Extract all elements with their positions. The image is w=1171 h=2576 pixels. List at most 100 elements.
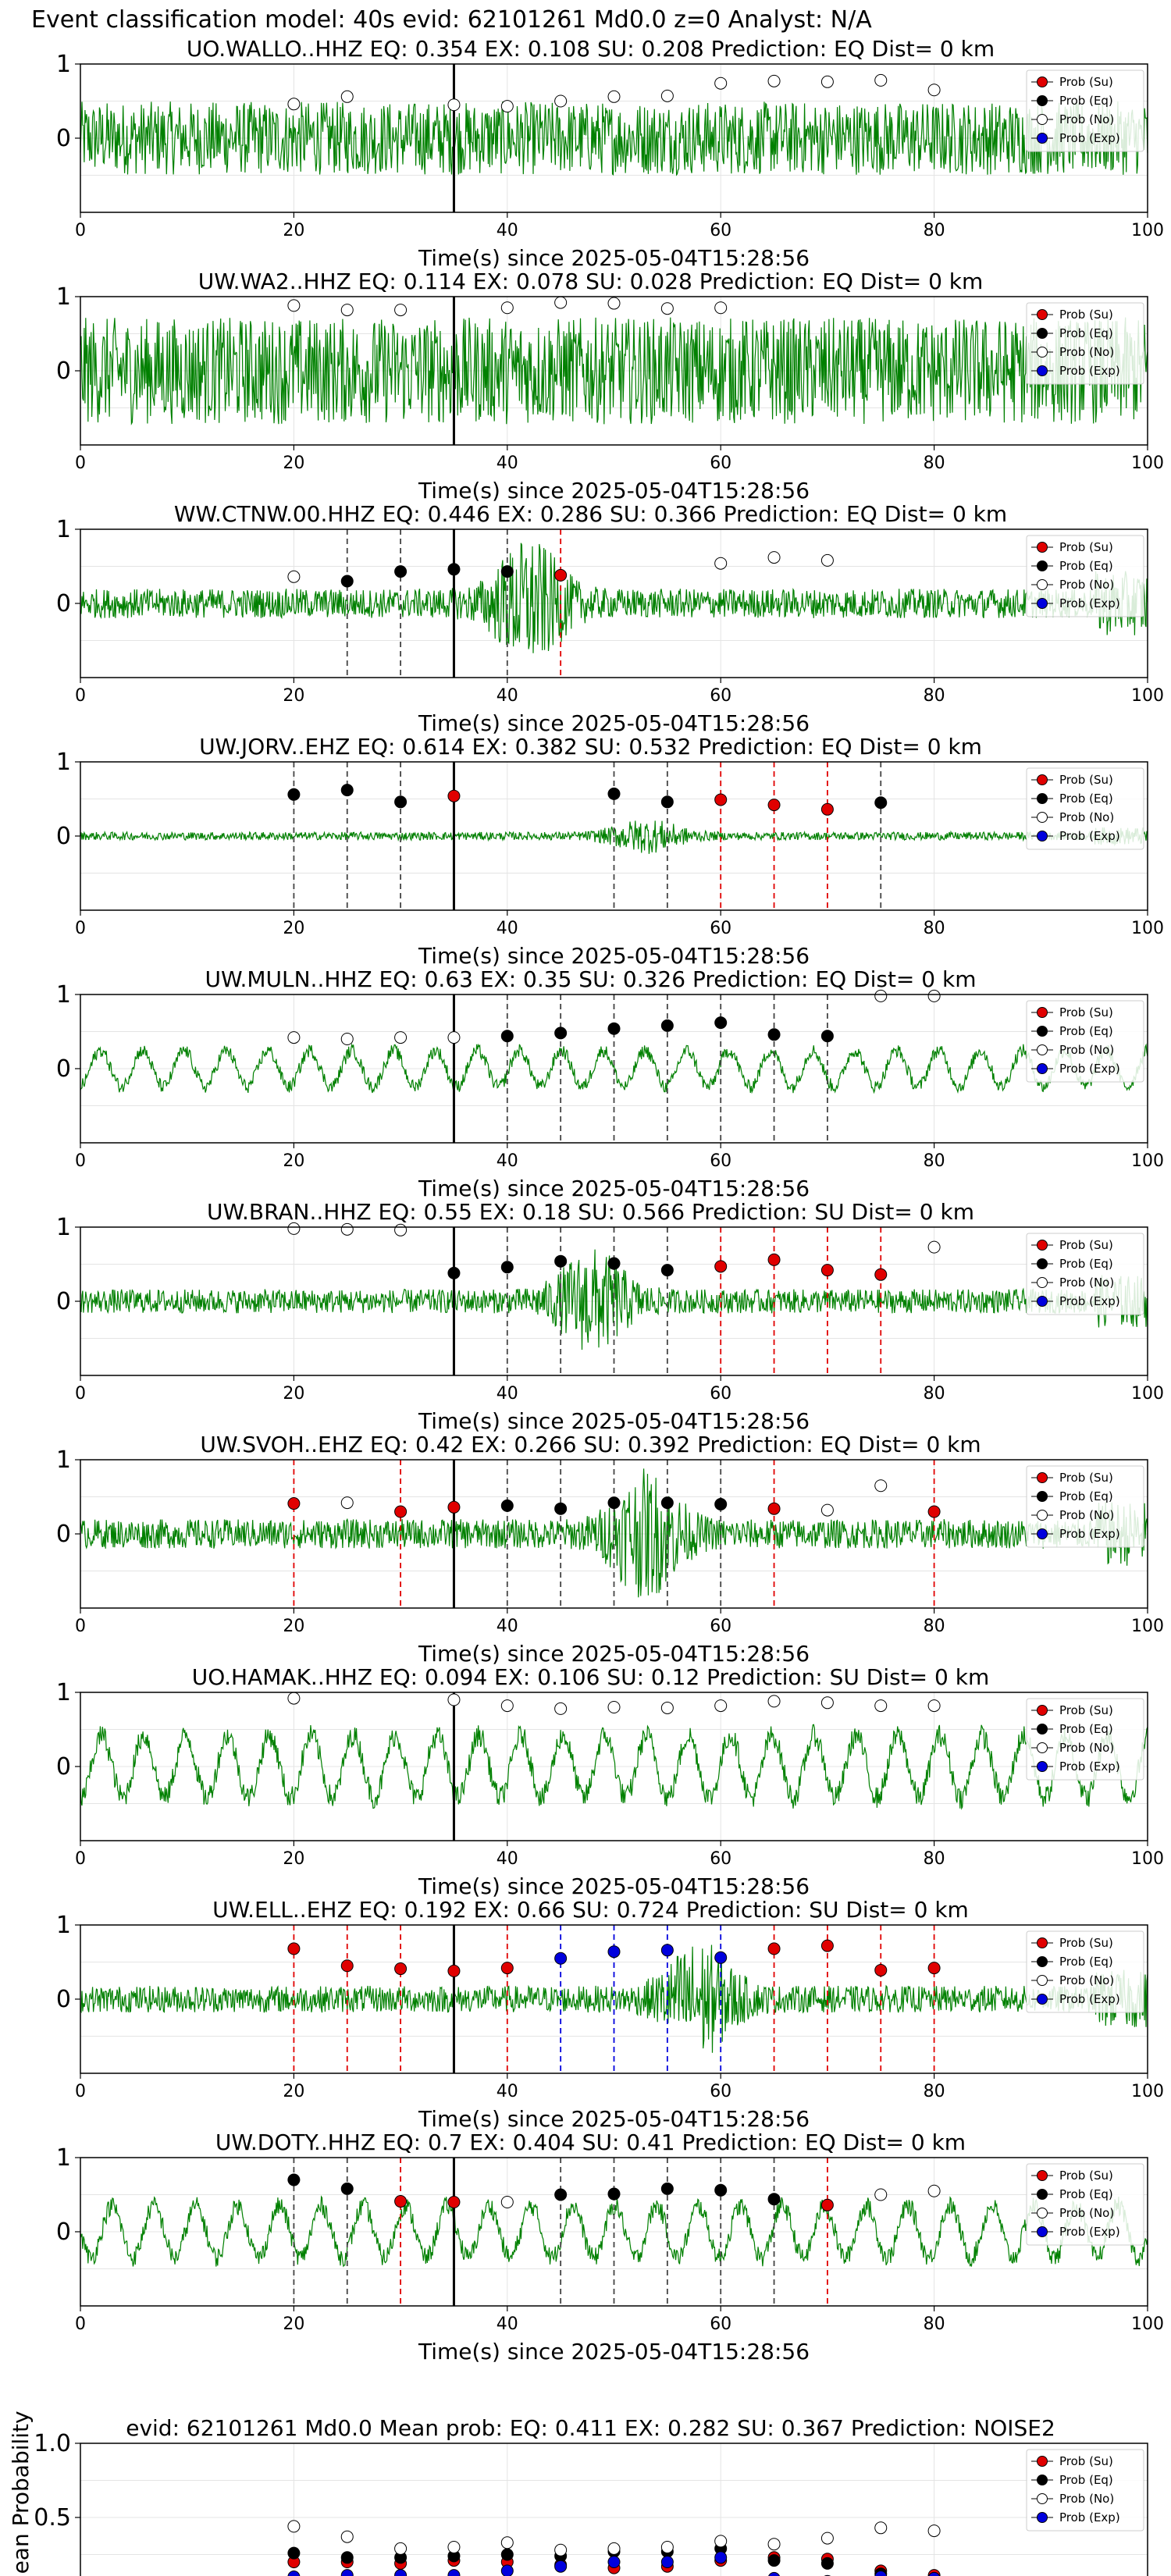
panel-title: UW.SVOH..EHZ EQ: 0.42 EX: 0.266 SU: 0.39…: [200, 1432, 981, 1457]
legend-label-exp: Prob (Exp): [1059, 829, 1120, 843]
x-tick-label: 60: [710, 2314, 731, 2334]
x-tick-label: 0: [75, 1384, 86, 1404]
legend-label-exp: Prob (Exp): [1059, 131, 1120, 145]
prob-point-no: [660, 302, 674, 315]
legend-label-su: Prob (Su): [1059, 308, 1113, 322]
prob-point-su: [394, 2195, 408, 2208]
x-tick-label: 20: [283, 919, 304, 938]
legend-label-no: Prob (No): [1059, 345, 1114, 359]
x-tick-label: 80: [924, 1617, 945, 1636]
x-axis-label: Time(s) since 2025-05-04T15:28:56: [418, 710, 810, 736]
legend-marker-eq: [1037, 1258, 1048, 1269]
legend-label-exp: Prob (Exp): [1059, 2225, 1120, 2239]
legend-box: [1026, 1930, 1144, 2013]
x-tick-label: 60: [710, 919, 731, 938]
mean-point-exp: [714, 2551, 728, 2564]
panel-title: UW.DOTY..HHZ EQ: 0.7 EX: 0.404 SU: 0.41 …: [215, 2129, 966, 2155]
y-tick-label: 1: [56, 1912, 71, 1939]
y-tick-label: 1: [56, 2144, 71, 2172]
legend-label-exp: Prob (Exp): [1059, 1759, 1120, 1774]
x-axis-label: Time(s) since 2025-05-04T15:28:56: [418, 943, 810, 969]
legend-label-su: Prob (Su): [1059, 1936, 1113, 1950]
x-tick-label: 40: [497, 1151, 518, 1171]
legend-label-su: Prob (Su): [1059, 1005, 1113, 1019]
legend-label-exp: Prob (Exp): [1059, 1294, 1120, 1308]
y-tick-label: 1: [56, 1679, 71, 1706]
x-tick-label: 40: [497, 919, 518, 938]
x-tick-label: 80: [924, 686, 945, 706]
prob-point-eq: [554, 2188, 568, 2201]
prob-point-eq: [607, 787, 621, 800]
x-tick-label: 20: [283, 2314, 304, 2334]
mean-point-exp: [287, 2571, 301, 2576]
legend-marker-exp: [1037, 2226, 1048, 2237]
legend-label-eq: Prob (Eq): [1059, 792, 1113, 806]
panel-title: UW.MULN..HHZ EQ: 0.63 EX: 0.35 SU: 0.326…: [205, 966, 976, 992]
prob-point-su: [820, 2198, 834, 2211]
x-tick-label: 100: [1131, 1617, 1164, 1636]
mean-point-no: [287, 2520, 301, 2533]
seismic-trace: [80, 101, 1148, 176]
prob-point-no: [714, 557, 728, 570]
mean-point-no: [874, 2521, 888, 2535]
x-tick-label: 100: [1131, 1151, 1164, 1171]
mean-point-exp: [340, 2569, 354, 2576]
prob-point-su: [447, 1964, 461, 1977]
legend-box: [1026, 1465, 1144, 1548]
prob-point-eq: [447, 1266, 461, 1279]
mean-point-exp: [607, 2556, 621, 2568]
prob-point-no: [820, 75, 834, 88]
prob-point-eq: [500, 565, 514, 578]
legend-label-no: Prob (No): [1059, 578, 1114, 592]
x-tick-label: 0: [75, 2082, 86, 2101]
station-panel-7: UO.HAMAK..HHZ EQ: 0.094 EX: 0.106 SU: 0.…: [56, 1664, 1164, 1899]
prob-point-su: [820, 1939, 834, 1952]
prob-point-eq: [500, 1030, 514, 1043]
station-panel-2: WW.CTNW.00.HHZ EQ: 0.446 EX: 0.286 SU: 0…: [56, 501, 1164, 736]
legend-marker-no: [1037, 1277, 1048, 1288]
prob-point-no: [500, 1699, 514, 1713]
prob-point-no: [714, 1699, 728, 1713]
y-tick-label: 0: [56, 125, 71, 152]
legend-label-exp: Prob (Exp): [1059, 2510, 1120, 2524]
mean-point-eq: [287, 2546, 301, 2560]
x-tick-label: 80: [924, 221, 945, 240]
legend-marker-eq: [1037, 95, 1048, 106]
prob-point-su: [340, 1959, 354, 1973]
x-tick-label: 0: [75, 221, 86, 240]
prob-point-eq: [500, 1261, 514, 1274]
prob-point-no: [340, 1222, 354, 1236]
legend-marker-no: [1037, 1510, 1048, 1521]
mean-point-eq: [767, 2554, 781, 2567]
legend-box: [1026, 2449, 1144, 2532]
legend-label-no: Prob (No): [1059, 1508, 1114, 1522]
legend-marker-exp: [1037, 598, 1048, 609]
x-tick-label: 100: [1131, 1849, 1164, 1869]
legend-marker-su: [1037, 1472, 1048, 1483]
prob-point-eq: [714, 1016, 728, 1030]
legend-marker-exp: [1037, 1528, 1048, 1539]
legend-marker-su: [1037, 1007, 1048, 1018]
prob-point-su: [394, 1505, 408, 1518]
mean-point-exp: [874, 2571, 888, 2576]
legend-marker-no: [1037, 579, 1048, 590]
prob-point-eq: [874, 796, 888, 809]
station-panel-3: UW.JORV..EHZ EQ: 0.614 EX: 0.382 SU: 0.5…: [56, 734, 1164, 969]
mean-point-no: [340, 2530, 354, 2543]
legend-label-eq: Prob (Eq): [1059, 2473, 1113, 2487]
prob-point-eq: [660, 2182, 674, 2195]
prob-point-eq: [394, 565, 408, 578]
legend-marker-su: [1037, 2456, 1048, 2467]
legend-label-eq: Prob (Eq): [1059, 1722, 1113, 1736]
legend-label-no: Prob (No): [1059, 810, 1114, 824]
prob-point-no: [287, 299, 301, 312]
prob-point-no: [767, 74, 781, 87]
prob-point-exp: [660, 1944, 674, 1957]
prob-point-no: [554, 296, 568, 309]
x-tick-label: 100: [1131, 2082, 1164, 2101]
prob-point-no: [874, 73, 888, 87]
figure-title: Event classification model: 40s evid: 62…: [31, 6, 872, 34]
legend-label-eq: Prob (Eq): [1059, 1955, 1113, 1969]
prob-point-su: [447, 789, 461, 802]
y-tick-label: 0: [56, 1055, 71, 1083]
